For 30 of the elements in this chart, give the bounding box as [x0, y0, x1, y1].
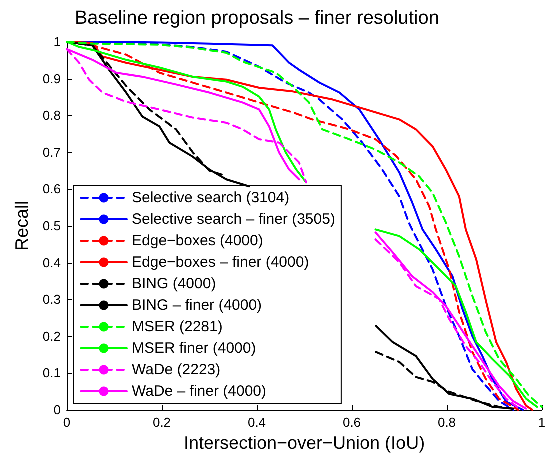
y-tick-label: 0.7 [42, 144, 61, 160]
legend-label: Selective search (3104) [132, 190, 290, 206]
y-tick-label: 0.2 [42, 328, 61, 344]
legend-label: MSER finer (4000) [132, 340, 256, 357]
legend-label: BING – finer (4000) [132, 297, 262, 314]
legend-label: Edge−boxes – finer (4000) [132, 254, 310, 271]
x-axis-title: Intersection−over−Union (IoU) [184, 432, 426, 453]
y-axis-title: Recall [12, 200, 32, 252]
y-tick-label: 0.6 [42, 182, 61, 197]
legend-label: Edge−boxes (4000) [132, 232, 264, 250]
x-tick-label: 1 [538, 415, 546, 430]
legend-label: Selective search – finer (3505) [132, 211, 336, 228]
y-tick-label: 0.9 [42, 71, 61, 86]
y-tick-label: 0.8 [42, 108, 61, 124]
y-tick-label: 0.4 [42, 255, 61, 270]
x-tick-label: 0.4 [248, 415, 266, 430]
y-tick-label: 0.5 [42, 218, 61, 234]
y-tick-label: 1 [54, 34, 61, 50]
chart-title: Baseline region proposals – finer resolution [75, 8, 440, 29]
legend-label: MSER (2281) [132, 318, 223, 336]
y-tick-label: 0.3 [42, 292, 61, 308]
legend-label: WaDe – finer (4000) [132, 383, 267, 400]
x-tick-label: 0.6 [342, 415, 362, 430]
legend-label: WaDe (2223) [132, 362, 221, 378]
x-tick-label: 0.8 [438, 415, 456, 430]
y-tick-label: 0.1 [42, 366, 61, 381]
legend-label: BING (4000) [132, 276, 216, 292]
y-tick-label: 0 [54, 402, 61, 418]
x-tick-label: 0.2 [152, 415, 172, 430]
x-tick-label: 0 [63, 415, 71, 430]
